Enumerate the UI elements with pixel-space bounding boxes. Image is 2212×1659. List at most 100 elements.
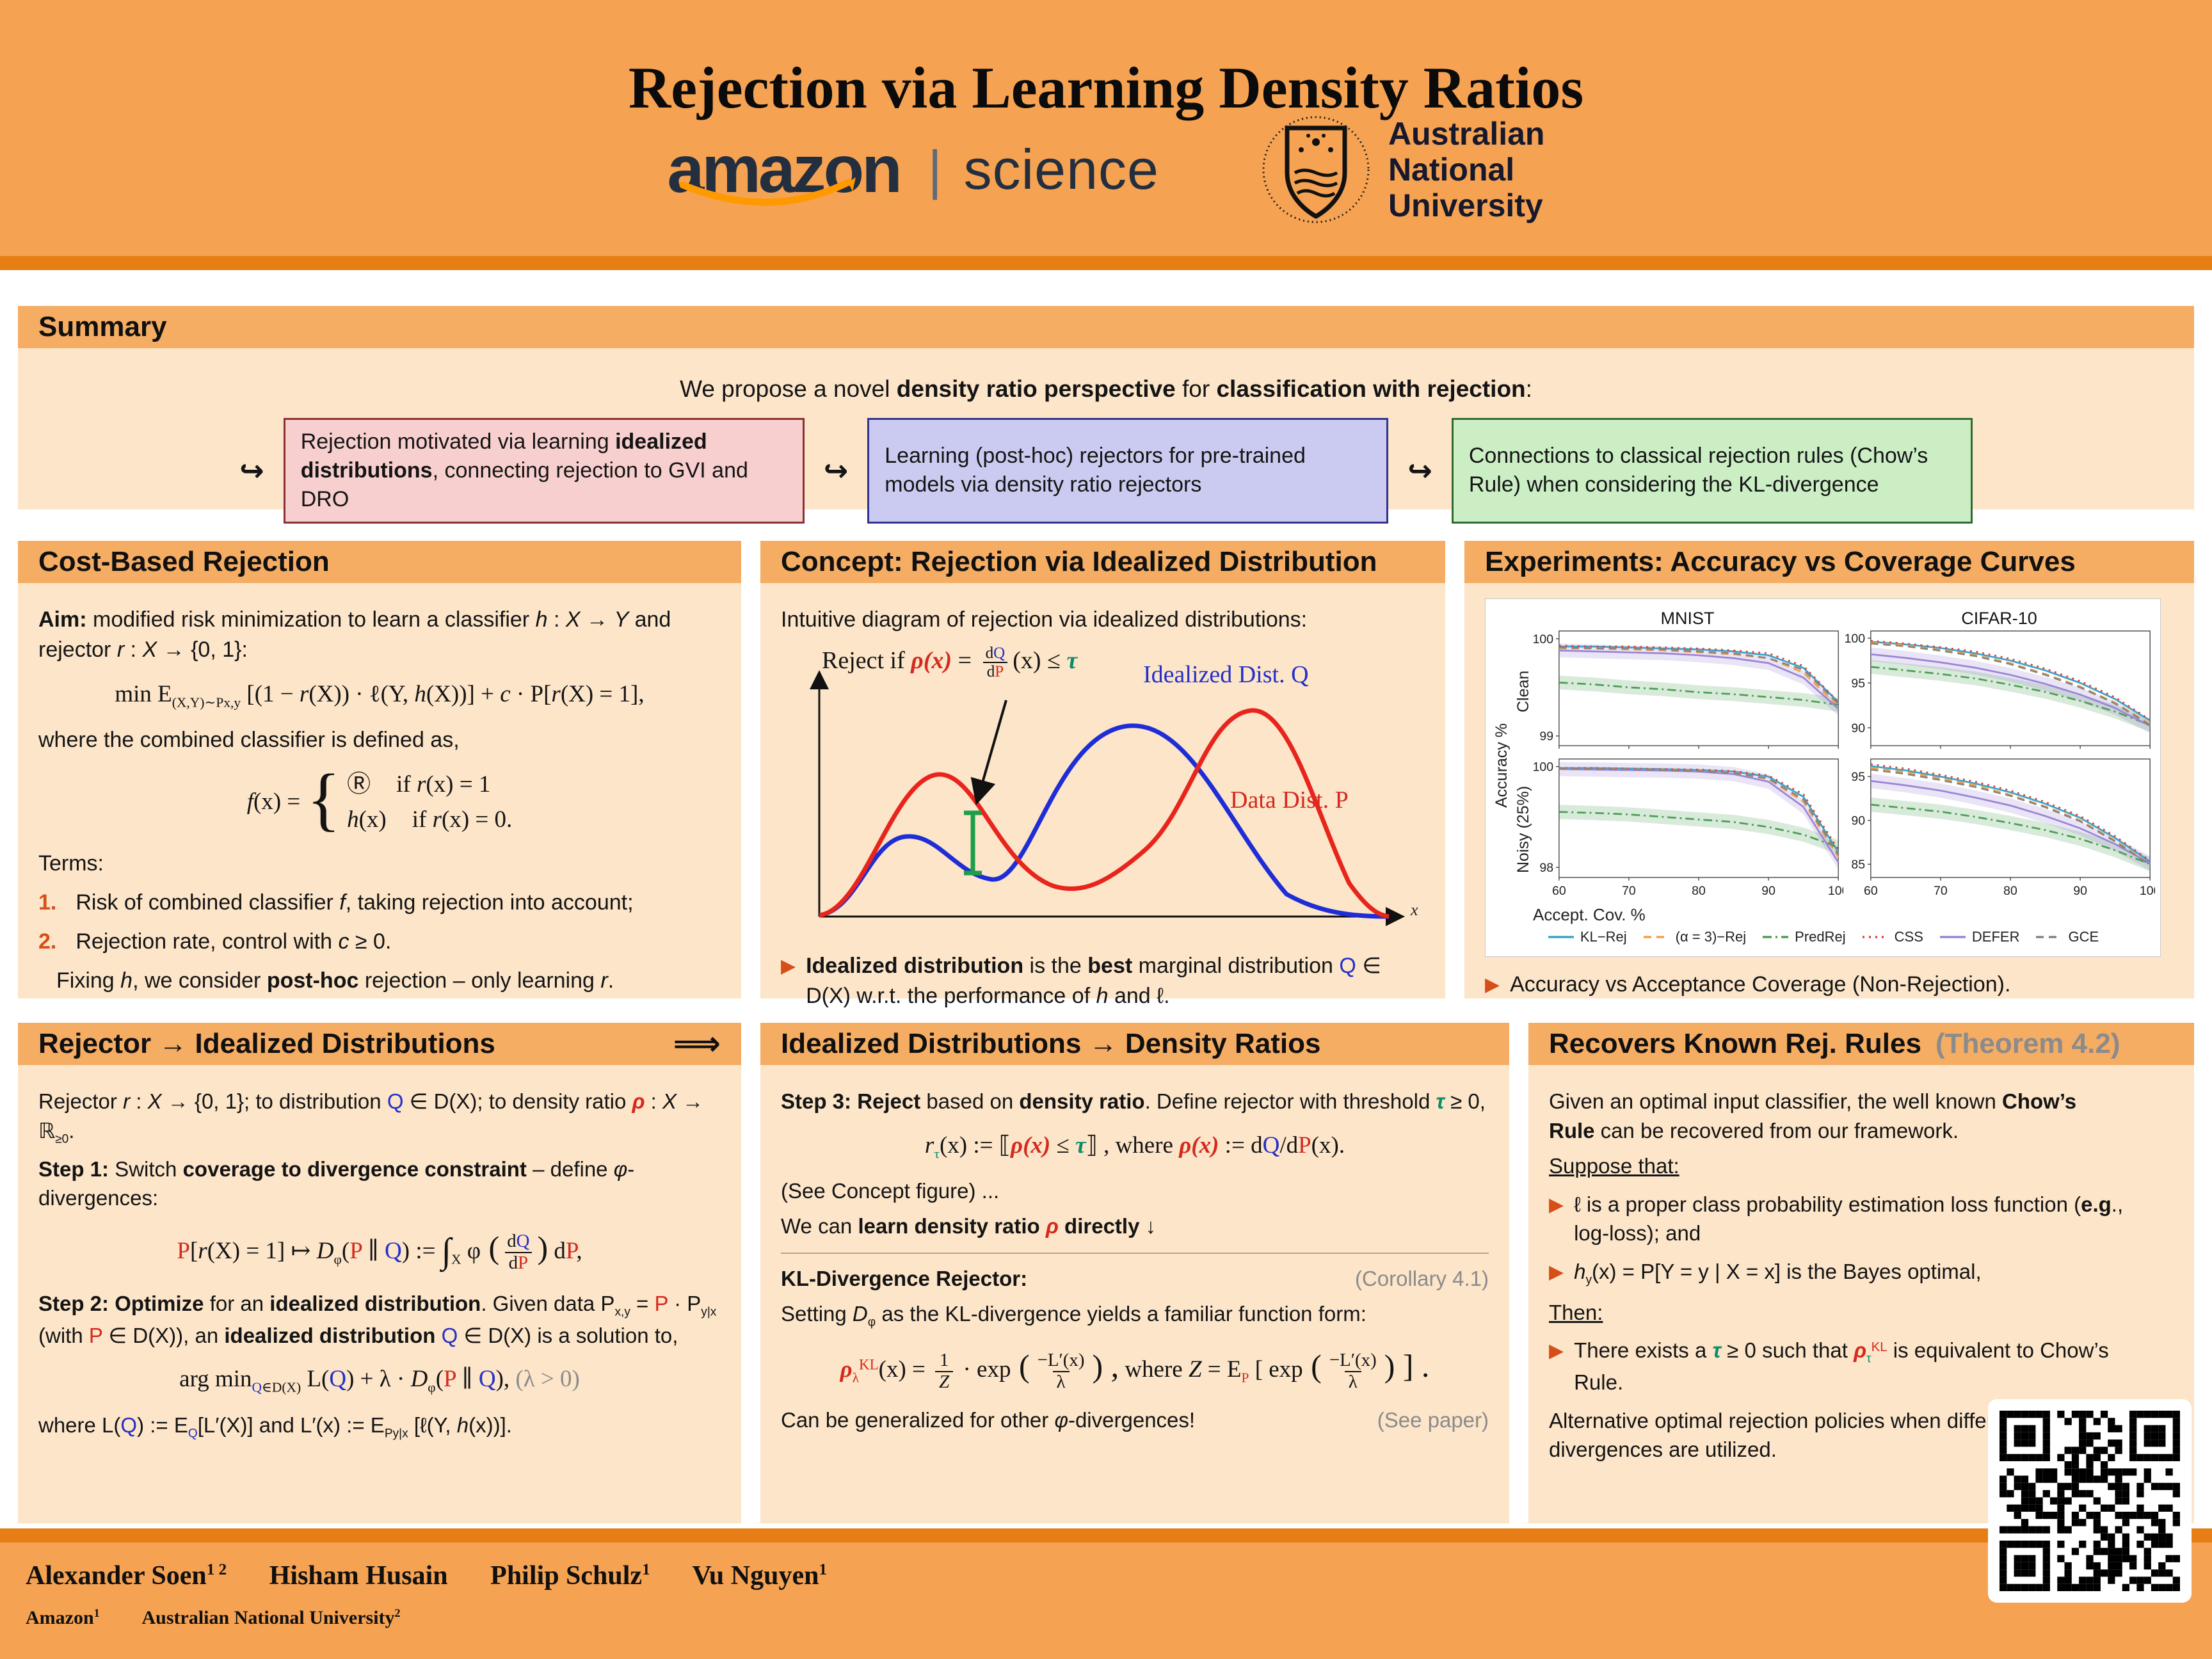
data-distribution-curve [819, 708, 1390, 919]
density-ratio-title: Idealized Distributions → Density Ratios [781, 1028, 1321, 1059]
plot-cifar-noisy: 85 90 95 60 70 80 90 100 [1851, 758, 2155, 898]
rejector-body: Rejector r : X → {0, 1}; to distribution… [18, 1065, 741, 1464]
svg-text:90: 90 [1851, 721, 1865, 735]
kl-mid2: ) , where Z = EP [ exp ( [1092, 1348, 1322, 1386]
cases-block: Ⓡ if r(x) = 1 h(x) if r(x) = 0. [347, 765, 512, 838]
legend-item: DEFER [1939, 928, 2020, 945]
term-2: 2. Rejection rate, control with c ≥ 0. [38, 927, 721, 957]
experiments-figure: Accuracy % Clean Noisy (25%) MNIST CIFAR… [1485, 598, 2161, 957]
svg-text:85: 85 [1851, 858, 1865, 872]
term-2-text: Rejection rate, control with c ≥ 0. [76, 929, 392, 954]
chow-body: Given an optimal input classifier, the w… [1528, 1065, 2145, 1486]
generalize-note: Can be generalized for other φ-divergenc… [781, 1407, 1196, 1432]
idealized-distribution-curve [819, 723, 1390, 919]
row-label-noisy: Noisy (25%) [1514, 785, 1532, 874]
concept-intro: Intuitive diagram of rejection via ideal… [781, 607, 1308, 632]
kl-title: KL-Divergence Rejector: [781, 1266, 1028, 1290]
summary-panel: Summary We propose a novel density ratio… [18, 306, 2194, 524]
y-axis-group-label: Accuracy % [1493, 723, 1511, 808]
plot-mnist-clean: 99 100 [1533, 630, 1839, 749]
plot-cifar-clean: 90 95 100 [1845, 630, 2151, 749]
kl-lhs: ρλKL(x) = [840, 1356, 932, 1386]
svg-text:70: 70 [1622, 884, 1636, 898]
svg-text:80: 80 [1692, 884, 1706, 898]
experiments-body: Accuracy % Clean Noisy (25%) MNIST CIFAR… [1464, 583, 2194, 1025]
summary-box-3-text: Connections to classical rejection rules… [1468, 444, 1928, 497]
argmin-formula: arg minQ∈D(X) L(Q) + λ · Dφ(P ∥ Q), (λ >… [179, 1366, 580, 1396]
dp-denominator: dP [982, 662, 1008, 681]
rejector-definition-formula: rτ(x) := ⟦ρ(x) ≤ τ⟧ , where ρ(x) := dQ/d… [924, 1132, 1345, 1162]
qr-code-pattern [2000, 1411, 2180, 1591]
qr-code [1988, 1399, 2192, 1603]
rejector-title: Rejector → Idealized Distributions [38, 1028, 495, 1059]
concept-body: Intuitive diagram of rejection via ideal… [760, 583, 1445, 1036]
case-reject: Ⓡ if r(x) = 1 [347, 768, 512, 801]
svg-text:95: 95 [1851, 677, 1865, 691]
chow-p2: Alternative optimal rejection policies w… [1549, 1408, 2023, 1462]
x-axis-label: x [1411, 900, 1418, 919]
summary-box-posthoc: Learning (post-hoc) rejectors for pre-tr… [867, 418, 1389, 524]
row-label-clean: Clean [1514, 670, 1532, 712]
experiments-header: Experiments: Accuracy vs Coverage Curves [1464, 541, 2194, 583]
see-paper-ref: (See paper) [1377, 1407, 1489, 1432]
header-band [0, 0, 2212, 256]
cost-panel: Cost-Based Rejection Aim: modified risk … [18, 541, 741, 998]
anu-line-3: University [1388, 188, 1543, 223]
triangle-bullet-icon: ▶ [1549, 1261, 1564, 1283]
density-ratio-panel: Idealized Distributions → Density Ratios… [760, 1023, 1509, 1523]
frac-num: dQ [507, 1231, 530, 1252]
triangle-bullet-icon: ▶ [781, 955, 796, 977]
frac-den: λ [1052, 1370, 1070, 1393]
frac-num: −L′(x) [1037, 1350, 1085, 1371]
legend-item: KL−Rej [1548, 928, 1627, 945]
f-lhs: f(x) = [246, 789, 301, 815]
chow-bullet-3-text: There exists a τ ≥ 0 such that ρτKL is e… [1574, 1338, 2109, 1395]
density-ratio-body: Step 3: Reject based on density ratio. D… [760, 1065, 1509, 1450]
section-divider [781, 1252, 1489, 1254]
term-1-number: 1. [38, 890, 57, 915]
author: Hisham Husain [269, 1561, 448, 1591]
svg-text:95: 95 [1851, 770, 1865, 784]
concept-diagram: Reject if ρ(x) = dQ dP (x) ≤ τ Idealized D… [781, 641, 1427, 942]
affiliation: Australian National University2 [141, 1607, 401, 1628]
concept-bullet-text: Idealized distribution is the best margi… [806, 953, 1381, 1008]
chart-legend: KL−Rej (α = 3)−Rej PredRej CSS DEFER GCE [1491, 923, 2155, 951]
chow-panel: Recovers Known Rej. Rules (Theorem 4.2) … [1528, 1023, 2194, 1523]
concept-bullet: ▶ Idealized distribution is the best mar… [781, 951, 1425, 1011]
logo-row: amazon | science Australian National Uni… [0, 109, 2212, 230]
poster-title: Rejection via Learning Density Ratios [628, 54, 1584, 120]
legend-item: PredRej [1763, 928, 1846, 945]
cost-aim: Aim: modified risk minimization to learn… [38, 607, 671, 662]
frac-den: Z [935, 1370, 954, 1393]
summary-box-2-text: Learning (post-hoc) rejectors for pre-tr… [885, 444, 1306, 497]
experiments-title: Experiments: Accuracy vs Coverage Curves [1485, 546, 2076, 577]
frac-den: dP [504, 1252, 533, 1274]
author: Vu Nguyen1 [692, 1561, 828, 1591]
dq-numerator: dQ [985, 644, 1006, 662]
author: Alexander Soen1 2 [26, 1561, 227, 1591]
chow-title: Recovers Known Rej. Rules [1549, 1028, 1921, 1059]
svg-text:100: 100 [2140, 884, 2155, 898]
cost-where: where the combined classifier is defined… [38, 727, 460, 752]
annotation-arrow [970, 700, 1007, 805]
risk-formula: min E(X,Y)∼Px,y [(1 − r(X)) · ℓ(Y, h(X))… [115, 680, 645, 710]
rejector-panel: Rejector → Idealized Distributions ⟹ Rej… [18, 1023, 741, 1523]
rejector-step2: Step 2: Optimize for an idealized distri… [38, 1291, 717, 1347]
cost-header: Cost-Based Rejection [18, 541, 741, 583]
cost-body: Aim: modified risk minimization to learn… [18, 583, 741, 1018]
terms-label: Terms: [38, 851, 104, 876]
amazon-wordmark: amazon [668, 132, 902, 208]
header-divider-stripe [0, 256, 2212, 270]
divergence-formula-right: ) dP, [537, 1229, 582, 1265]
hook-arrow-icon: ↪ [239, 453, 264, 487]
legend-item: (α = 3)−Rej [1643, 928, 1747, 945]
anu-line-2: National [1388, 152, 1515, 188]
case2-condition: if r(x) = 0. [412, 806, 513, 833]
frac-num: 1 [939, 1350, 949, 1371]
term-1-text: Risk of combined classifier f, taking re… [76, 890, 634, 915]
generalize-note-row: Can be generalized for other φ-divergenc… [781, 1406, 1489, 1435]
idealized-dist-label: Idealized Dist. Q [1143, 661, 1309, 688]
case1-condition: if r(x) = 1 [396, 771, 491, 797]
summary-title: Summary [38, 311, 167, 342]
